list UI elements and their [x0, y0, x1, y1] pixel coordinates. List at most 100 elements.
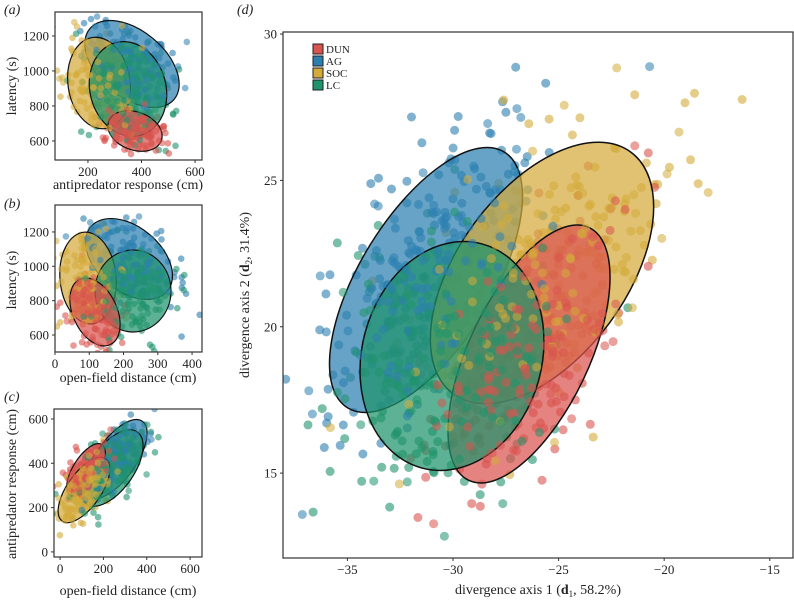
- point-lc: [135, 274, 143, 282]
- point-soc: [69, 47, 76, 55]
- x-tick-label: 400: [182, 356, 202, 371]
- point-ag: [86, 219, 94, 226]
- point-lc: [122, 73, 130, 80]
- point-ag: [155, 62, 162, 70]
- point-dun: [114, 113, 122, 121]
- point-lc: [94, 513, 102, 521]
- y-tick-label: 600: [30, 327, 50, 342]
- point-soc: [561, 268, 571, 278]
- point-ag: [383, 368, 393, 378]
- point-soc: [457, 354, 467, 363]
- point-ag: [122, 448, 129, 456]
- point-soc: [703, 188, 713, 197]
- point-lc: [123, 285, 131, 293]
- legend: DUN AG SOC LC: [312, 43, 350, 92]
- x-tick-label: −20: [654, 562, 674, 577]
- point-lc: [401, 292, 411, 302]
- point-soc: [586, 199, 595, 209]
- point-ag: [467, 238, 477, 248]
- point-ag: [384, 296, 394, 306]
- point-soc: [96, 269, 104, 276]
- point-lc: [385, 502, 395, 512]
- x-tick-label: 0: [52, 356, 59, 371]
- point-dun: [567, 414, 577, 424]
- point-dun: [93, 309, 101, 316]
- y-tick-label: 15: [264, 466, 277, 481]
- point-ag: [157, 227, 165, 235]
- xlabel-d: divergence axis 1 (d1, 58.2%): [455, 583, 621, 599]
- plot-area: [55, 13, 215, 160]
- point-dun: [541, 379, 551, 389]
- point-soc: [674, 127, 684, 137]
- point-lc: [123, 117, 131, 124]
- point-lc: [361, 368, 370, 378]
- point-soc: [111, 89, 118, 96]
- ylabel-b: latency (s): [5, 250, 20, 309]
- point-ag: [362, 293, 372, 303]
- point-dun: [558, 425, 568, 435]
- point-lc: [456, 417, 466, 426]
- point-soc: [526, 238, 536, 248]
- point-dun: [476, 387, 486, 397]
- point-ag: [146, 56, 154, 64]
- point-soc: [463, 174, 473, 184]
- point-dun: [160, 125, 167, 133]
- point-lc: [357, 476, 367, 486]
- point-lc: [72, 30, 80, 37]
- point-ag: [97, 256, 104, 264]
- point-soc: [73, 496, 81, 503]
- point-ag: [124, 224, 131, 232]
- point-lc: [144, 310, 152, 317]
- point-ag: [373, 201, 383, 211]
- point-dun: [78, 339, 86, 346]
- point-soc: [56, 319, 64, 326]
- y-tick-label: 25: [264, 173, 277, 188]
- point-dun: [102, 349, 109, 352]
- point-soc: [680, 98, 690, 108]
- point-ag: [323, 384, 333, 394]
- axes-frame: [282, 31, 794, 559]
- point-soc: [81, 243, 88, 251]
- point-ag: [414, 227, 424, 237]
- x-tick-label: 400: [132, 164, 152, 179]
- point-ag: [208, 109, 215, 116]
- point-lc: [317, 404, 327, 414]
- point-ag: [183, 38, 191, 46]
- point-lc: [436, 359, 446, 369]
- point-dun: [429, 519, 439, 529]
- point-lc: [173, 107, 180, 115]
- point-ag: [435, 255, 445, 265]
- point-soc: [530, 260, 540, 270]
- point-dun: [67, 459, 74, 466]
- point-dun: [142, 127, 150, 134]
- point-lc: [409, 327, 419, 336]
- point-lc: [406, 300, 416, 310]
- point-lc: [381, 379, 391, 389]
- point-ag: [304, 386, 314, 396]
- point-dun: [102, 284, 109, 292]
- point-soc: [567, 130, 577, 140]
- point-soc: [89, 84, 97, 91]
- point-lc: [158, 70, 166, 77]
- point-soc: [81, 59, 88, 67]
- point-dun: [620, 204, 630, 214]
- point-dun: [55, 303, 61, 310]
- ylabel-c: antipredator response (cm): [5, 409, 20, 559]
- panel-label-b: (b): [4, 197, 21, 212]
- point-ag: [158, 236, 165, 243]
- axes-frame: [54, 204, 203, 353]
- point-lc: [543, 327, 553, 337]
- point-soc: [499, 201, 509, 211]
- y-tick-label: 400: [29, 456, 49, 471]
- point-dun: [550, 444, 560, 454]
- point-soc: [47, 309, 54, 316]
- points-overlay: [55, 13, 191, 149]
- point-lc: [507, 323, 517, 333]
- point-ag: [422, 283, 432, 293]
- point-soc: [544, 114, 554, 124]
- point-lc: [125, 487, 132, 495]
- point-soc: [737, 95, 747, 104]
- point-ag: [446, 297, 456, 306]
- point-dun: [129, 141, 137, 148]
- point-soc: [83, 481, 91, 489]
